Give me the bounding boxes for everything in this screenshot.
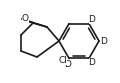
Text: O: O (21, 14, 29, 22)
Text: Cl: Cl (59, 56, 67, 65)
Text: D: D (65, 60, 71, 69)
Text: D: D (89, 58, 95, 67)
Text: D: D (89, 15, 95, 24)
Text: D: D (101, 37, 107, 45)
